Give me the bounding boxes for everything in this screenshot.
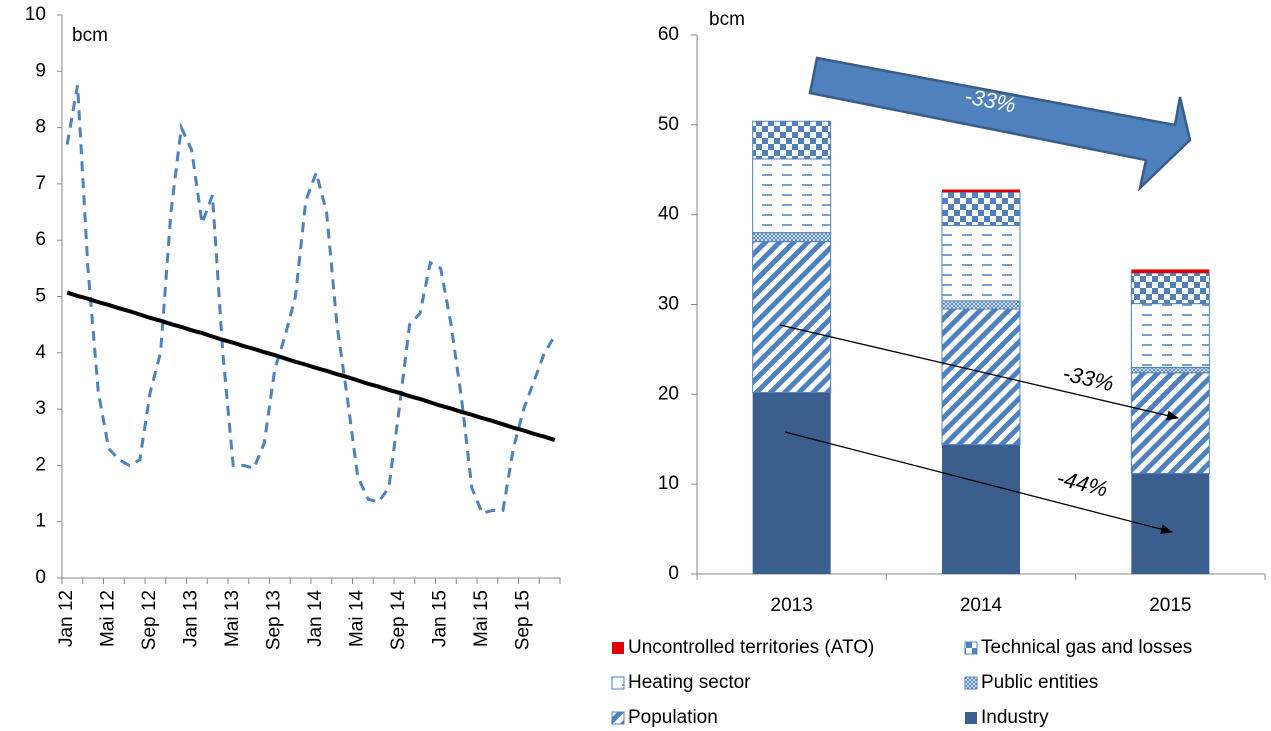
legend-swatch [964,641,978,655]
x-tick-label: Mai 14 [347,590,368,647]
x-tick-label: Jan 15 [430,590,451,647]
bar-segment [1130,303,1210,368]
legend-label: Public entities [981,672,1098,693]
unit-label: bcm [72,25,108,46]
legend-swatch [965,712,977,724]
y-tick-label: 4 [35,342,46,363]
y-tick-label: 0 [35,567,46,588]
y-tick-label: 0 [668,563,679,584]
legend-label: Technical gas and losses [981,637,1192,658]
legend-label: Heating sector [628,672,751,693]
x-tick-label: Jan 13 [181,590,202,647]
x-tick-label: Mai 12 [98,590,119,647]
bar-segment [941,191,1021,226]
bar-segment [752,392,831,574]
bar-segment [1130,366,1210,374]
arrow [779,324,1179,421]
bar-segment [941,308,1021,446]
legend-label: Industry [981,707,1049,728]
x-tick-label: 2015 [1149,595,1191,616]
legend-swatch [611,711,625,725]
annotation: -33% [1061,360,1117,396]
y-tick-label: 9 [35,60,46,81]
legend-label: Population [628,707,718,728]
x-tick-label: Sep 12 [139,590,160,650]
x-tick-label: Sep 14 [388,590,409,651]
bar-segment [942,444,1020,574]
y-tick-label: 5 [35,286,46,307]
y-tick-label: 2 [35,454,46,475]
annotation: -44% [1054,465,1110,502]
y-tick-label: 30 [658,294,679,315]
unit-label: bcm [709,9,745,30]
bar-segment [941,300,1021,310]
bar-segment [1130,272,1210,305]
legend-swatch [611,676,625,690]
x-tick-label: Mai 15 [471,590,492,647]
data-line [65,85,557,516]
x-tick-label: Sep 13 [264,590,285,650]
y-tick-label: 3 [35,398,46,419]
x-tick-label: Sep 15 [513,590,534,650]
y-tick-label: 10 [25,4,46,25]
bar-segment [941,224,1021,302]
y-tick-label: 50 [658,114,679,135]
x-tick-label: 2013 [771,595,813,616]
bar-segment [1131,473,1210,574]
bar-segment [752,158,832,234]
bar-segment [1131,269,1210,274]
bar-segment [752,120,832,160]
legend-label: Uncontrolled territories (ATO) [628,637,874,658]
x-tick-label: 2014 [960,595,1003,616]
y-tick-label: 1 [35,511,46,532]
x-tick-label: Jan 14 [305,590,326,647]
y-tick-label: 7 [35,173,46,194]
legend-swatch [612,642,624,654]
y-tick-label: 8 [35,117,46,138]
y-tick-label: 10 [658,473,679,494]
bar-segment [1130,372,1210,474]
y-tick-label: 60 [658,24,679,45]
y-tick-label: 6 [35,229,46,250]
y-tick-label: 40 [658,204,679,225]
trend-line [66,290,556,442]
trend-arrow [808,56,1192,192]
x-tick-label: Mai 13 [222,590,243,647]
y-tick-label: 20 [658,383,679,404]
bar-segment [752,241,832,394]
x-tick-label: Jan 12 [56,590,77,647]
legend-swatch [964,676,978,690]
arrow [784,431,1173,535]
bar-segment [752,232,832,243]
bar-segment [942,189,1020,193]
